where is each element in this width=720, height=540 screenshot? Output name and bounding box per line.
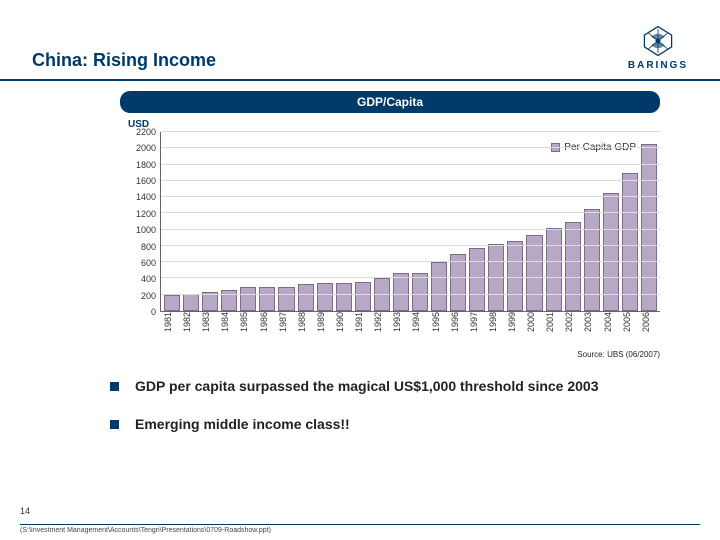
footer-path: (S:\Investment Management\Accounts\Tengr… xyxy=(20,524,700,534)
x-tick: 1983 xyxy=(201,312,217,344)
y-tick: 1400 xyxy=(136,192,156,202)
bullet-text: GDP per capita surpassed the magical US$… xyxy=(135,377,599,397)
bar xyxy=(641,144,657,311)
grid-line xyxy=(161,229,660,230)
x-axis: 1981198219831984198519861987198819891990… xyxy=(160,312,660,344)
x-tick: 1986 xyxy=(259,312,275,344)
page-title: China: Rising Income xyxy=(32,50,216,71)
y-tick: 200 xyxy=(141,291,156,301)
grid-line xyxy=(161,294,660,295)
x-tick: 1990 xyxy=(335,312,351,344)
list-item: Emerging middle income class!! xyxy=(110,415,670,435)
x-tick: 1996 xyxy=(450,312,466,344)
x-tick: 2001 xyxy=(545,312,561,344)
y-tick: 1200 xyxy=(136,209,156,219)
bullet-icon xyxy=(110,382,119,391)
grid-line xyxy=(161,277,660,278)
x-tick: 2003 xyxy=(583,312,599,344)
brand-logo-icon xyxy=(641,24,675,58)
grid-line xyxy=(161,131,660,132)
bar xyxy=(393,273,409,311)
bar xyxy=(526,235,542,311)
grid-line xyxy=(161,196,660,197)
grid-line xyxy=(161,212,660,213)
y-tick: 1000 xyxy=(136,225,156,235)
grid-line xyxy=(161,245,660,246)
x-tick: 1994 xyxy=(411,312,427,344)
bar xyxy=(450,254,466,311)
y-axis: 2200200018001600140012001000800600400200… xyxy=(120,132,160,312)
bar xyxy=(374,278,390,311)
bar xyxy=(278,287,294,311)
bar xyxy=(584,209,600,311)
x-tick: 1989 xyxy=(316,312,332,344)
x-tick: 2004 xyxy=(603,312,619,344)
grid-line xyxy=(161,180,660,181)
x-tick: 2006 xyxy=(641,312,657,344)
x-tick: 1985 xyxy=(239,312,255,344)
y-tick: 800 xyxy=(141,242,156,252)
bar xyxy=(355,282,371,311)
page-number: 14 xyxy=(20,506,30,516)
bullet-icon xyxy=(110,420,119,429)
bar xyxy=(317,283,333,311)
bar xyxy=(565,222,581,312)
bar xyxy=(240,287,256,311)
bar xyxy=(202,292,218,311)
bar xyxy=(298,284,314,311)
bars-group xyxy=(161,132,660,311)
y-tick: 1600 xyxy=(136,176,156,186)
chart-unit-label: USD xyxy=(128,119,660,130)
chart-source: Source: UBS (06/2007) xyxy=(0,350,660,359)
bar xyxy=(469,248,485,311)
x-tick: 1988 xyxy=(297,312,313,344)
bar xyxy=(546,228,562,311)
x-tick: 1999 xyxy=(507,312,523,344)
x-tick: 1991 xyxy=(354,312,370,344)
bullet-list: GDP per capita surpassed the magical US$… xyxy=(110,377,670,434)
x-tick: 2005 xyxy=(622,312,638,344)
y-tick: 400 xyxy=(141,274,156,284)
y-tick: 0 xyxy=(151,307,156,317)
y-tick: 2200 xyxy=(136,127,156,137)
chart-plot: Per Capita GDP xyxy=(160,132,660,312)
bar xyxy=(507,241,523,311)
x-tick: 1984 xyxy=(220,312,236,344)
x-tick: 1981 xyxy=(163,312,179,344)
bullet-text: Emerging middle income class!! xyxy=(135,415,350,435)
bar xyxy=(183,294,199,311)
x-tick: 1997 xyxy=(469,312,485,344)
y-tick: 600 xyxy=(141,258,156,268)
x-tick: 1982 xyxy=(182,312,198,344)
bar xyxy=(431,262,447,311)
y-tick: 2000 xyxy=(136,143,156,153)
bar xyxy=(336,283,352,311)
x-tick: 2002 xyxy=(564,312,580,344)
grid-line xyxy=(161,147,660,148)
x-tick: 2000 xyxy=(526,312,542,344)
x-tick: 1993 xyxy=(392,312,408,344)
grid-line xyxy=(161,164,660,165)
x-tick: 1987 xyxy=(278,312,294,344)
chart-title: GDP/Capita xyxy=(120,91,660,113)
bar xyxy=(259,287,275,311)
list-item: GDP per capita surpassed the magical US$… xyxy=(110,377,670,397)
x-tick: 1998 xyxy=(488,312,504,344)
chart-container: GDP/Capita USD 2200200018001600140012001… xyxy=(120,91,660,344)
bar xyxy=(412,273,428,311)
bar xyxy=(164,295,180,311)
grid-line xyxy=(161,261,660,262)
x-tick: 1995 xyxy=(431,312,447,344)
y-tick: 1800 xyxy=(136,160,156,170)
x-tick: 1992 xyxy=(373,312,389,344)
bar xyxy=(622,173,638,311)
brand-block: BARINGS xyxy=(628,24,688,71)
brand-name: BARINGS xyxy=(628,60,688,71)
